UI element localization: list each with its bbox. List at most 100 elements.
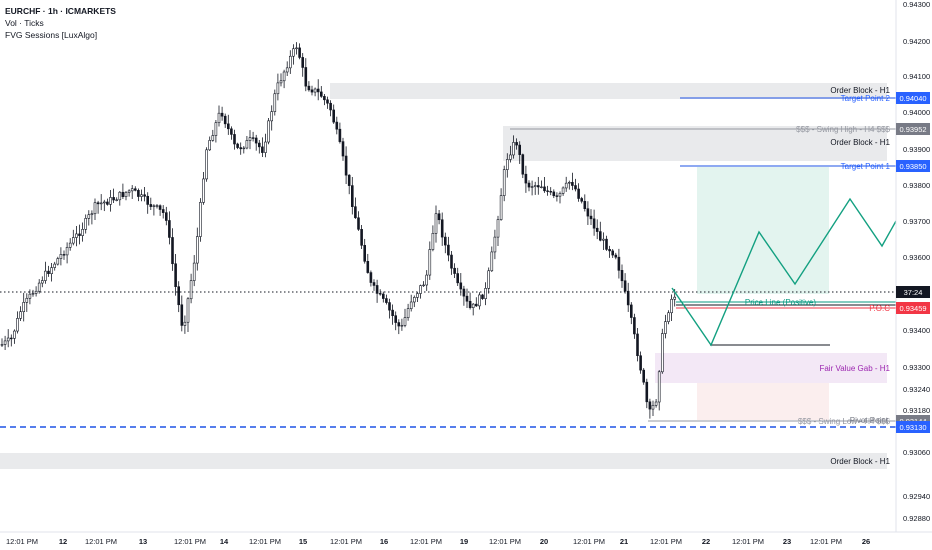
candle-body <box>633 317 636 335</box>
price-tick-label: 0.92940 <box>903 492 930 501</box>
candle-body <box>93 202 97 215</box>
candle-body <box>13 330 16 339</box>
candle-body <box>667 312 670 322</box>
candle-body <box>319 91 323 97</box>
candle-body <box>130 188 134 192</box>
price-axis[interactable]: 0.94300 0.94200 0.94100 0.94000 0.93900 0.938… <box>903 0 930 523</box>
candle-body <box>50 267 53 274</box>
candle-body <box>316 88 320 93</box>
candle-body <box>654 401 658 406</box>
candle-body <box>536 185 540 188</box>
candle-body <box>602 238 605 241</box>
candle-body <box>19 311 22 319</box>
candle-body <box>487 270 491 289</box>
candle-body <box>502 169 506 196</box>
candle-body <box>378 293 382 295</box>
candle-body <box>10 337 13 340</box>
candle-body <box>651 404 655 410</box>
candle-body <box>481 294 484 299</box>
candle-body <box>261 146 264 153</box>
candle-body <box>214 122 218 136</box>
candle-body <box>391 309 394 316</box>
time-tick-label: 12:01 PM <box>85 537 117 546</box>
candle-body <box>99 202 103 205</box>
candle-body <box>416 293 419 298</box>
time-tick-label: 21 <box>620 537 628 546</box>
candle-body <box>344 155 348 176</box>
candle-body <box>192 262 196 281</box>
price-badge-text: 37:24 <box>904 288 923 297</box>
candle-body <box>257 142 261 148</box>
candle-body <box>453 267 456 274</box>
candle-body <box>360 229 363 246</box>
candle-body <box>273 93 277 112</box>
price-badge <box>896 421 930 433</box>
indicator-fvg[interactable]: FVG Sessions [LuxAlgo] <box>5 30 98 40</box>
symbol-title[interactable]: EURCHF · 1h · ICMARKETS <box>5 6 116 16</box>
candle-body <box>335 121 339 130</box>
candle-body <box>53 263 57 268</box>
candle-body <box>381 293 385 299</box>
candle-body <box>177 286 180 306</box>
candle-body <box>68 242 72 248</box>
candle-body <box>199 202 202 237</box>
candle-body <box>217 112 221 124</box>
candle-body <box>230 128 233 135</box>
target-point-1-label: Target Point 1 <box>841 162 891 171</box>
candle-body <box>354 206 357 219</box>
candle-body <box>233 134 236 145</box>
price-tick-label: 0.93800 <box>903 181 930 190</box>
candle-body <box>205 149 208 180</box>
candle-body <box>165 212 168 221</box>
time-axis[interactable]: 12:01 PM 12 12:01 PM 13 12:01 PM 14 12:01 PM 15… <box>6 537 870 546</box>
candle-body <box>670 298 673 314</box>
candle-body <box>456 273 460 284</box>
fvg-label: Fair Value Gab - H1 <box>819 364 890 373</box>
candle-body <box>84 218 87 230</box>
price-tick-label: 0.94000 <box>903 108 930 117</box>
candle-body <box>611 250 615 256</box>
candle-body <box>400 325 404 327</box>
candle-body <box>140 194 143 197</box>
price-badge-text: 0.93459 <box>899 304 926 313</box>
candle-body <box>608 249 611 252</box>
candle-body <box>326 99 329 104</box>
candle-body <box>295 47 298 50</box>
candle-body <box>595 227 599 232</box>
candle-body <box>493 236 497 253</box>
price-tick-label: 0.93400 <box>903 326 930 335</box>
candle-body <box>304 67 308 87</box>
candle-body <box>462 288 466 297</box>
candle-body <box>267 120 270 143</box>
candle-body <box>22 302 26 312</box>
candle-body <box>660 333 664 373</box>
price-line-label: Price Line (Positive) <box>745 298 816 307</box>
candle-body <box>428 249 432 276</box>
candle-body <box>248 137 252 141</box>
candle-body <box>468 300 472 308</box>
order-block-bottom-label: Order Block - H1 <box>830 457 890 466</box>
candle-body <box>422 284 425 287</box>
candle-body <box>223 115 227 125</box>
candle-body <box>496 219 500 238</box>
indicator-volume[interactable]: Vol · Ticks <box>5 18 44 28</box>
candle-body <box>347 174 351 186</box>
candle-body <box>623 280 627 292</box>
candle-body <box>546 190 549 192</box>
candle-body <box>329 102 332 111</box>
price-badge <box>896 160 930 172</box>
time-tick-label: 13 <box>139 537 147 546</box>
candle-body <box>350 185 354 207</box>
candle-body <box>403 317 407 326</box>
candle-body <box>406 308 410 318</box>
candle-body <box>301 57 305 68</box>
candle-body <box>440 219 444 238</box>
candle-body <box>558 193 562 197</box>
candle-body <box>586 208 590 217</box>
candle-body <box>90 213 94 216</box>
price-tick-label: 0.93600 <box>903 253 930 262</box>
candle-body <box>121 191 125 197</box>
candle-body <box>28 293 32 299</box>
candle-body <box>44 270 47 281</box>
